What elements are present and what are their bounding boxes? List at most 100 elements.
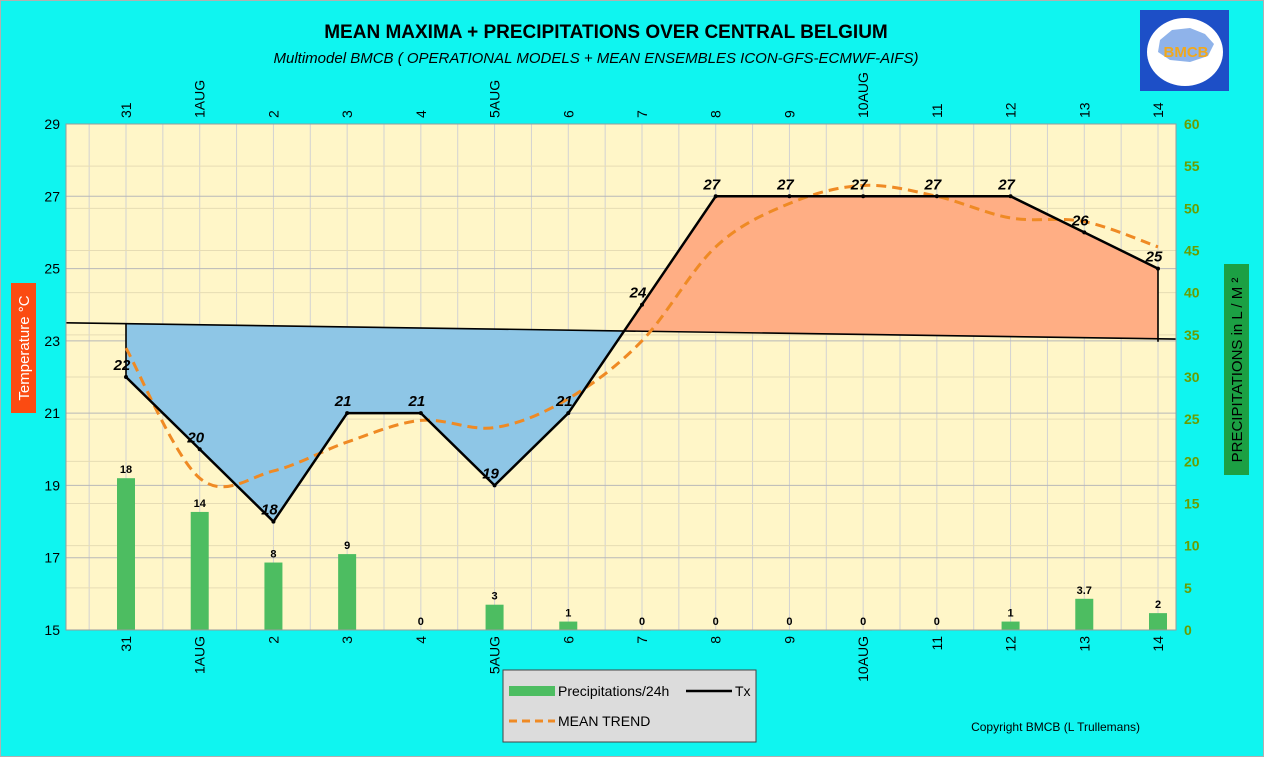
- precipitation-bar: [117, 478, 135, 630]
- tx-value-label: 19: [482, 465, 499, 482]
- logo-text: BMCB: [1164, 44, 1209, 61]
- tx-value-label: 22: [113, 357, 131, 374]
- bottom-category-label: 5AUG: [487, 636, 503, 674]
- top-category-label: 3: [339, 110, 355, 118]
- below-mean-area: [126, 323, 625, 522]
- tx-point: [713, 194, 718, 199]
- right-tick-label: 25: [1184, 411, 1200, 427]
- chart-subtitle: Multimodel BMCB ( OPERATIONAL MODELS + M…: [274, 50, 919, 67]
- right-tick-label: 30: [1184, 369, 1200, 385]
- mean-trend-line: [124, 183, 1159, 489]
- bottom-category-label: 6: [560, 636, 576, 644]
- right-tick-label: 20: [1184, 453, 1200, 469]
- mean-line: [65, 321, 1177, 340]
- bottom-category-label: 10AUG: [855, 636, 871, 682]
- top-category-label: 11: [929, 103, 945, 118]
- precipitation-value-label: 0: [418, 616, 424, 628]
- legend-bars-label: Precipitations/24h: [558, 683, 669, 699]
- bottom-category-label: 13: [1076, 636, 1092, 652]
- top-category-label: 2: [265, 110, 281, 118]
- precipitation-value-label: 3.7: [1077, 585, 1092, 597]
- legend-tx-label: Tx: [735, 683, 751, 699]
- precipitation-value-label: 14: [194, 498, 207, 510]
- precipitation-value-label: 9: [344, 540, 350, 552]
- tx-value-label: 21: [334, 393, 352, 410]
- left-tick-label: 21: [44, 405, 60, 421]
- precipitation-value-label: 2: [1155, 599, 1161, 611]
- right-tick-label: 5: [1184, 580, 1192, 596]
- right-tick-label: 35: [1184, 327, 1200, 343]
- tx-point: [1156, 266, 1160, 271]
- precipitation-value-label: 0: [639, 616, 645, 628]
- belgium-map-icon: [1158, 28, 1214, 62]
- top-category-label: 14: [1150, 102, 1166, 118]
- legend: Precipitations/24h Tx MEAN TREND: [502, 669, 757, 743]
- tx-value-label: 21: [555, 393, 573, 410]
- bottom-category-label: 11: [929, 636, 945, 651]
- top-category-label: 4: [413, 110, 429, 118]
- precipitation-value-label: 0: [934, 616, 940, 628]
- tx-point: [345, 411, 350, 416]
- bottom-category-label: 1AUG: [192, 636, 208, 674]
- legend-trend-label: MEAN TREND: [558, 713, 650, 729]
- tx-value-label: 27: [702, 176, 720, 193]
- top-category-label: 9: [781, 110, 797, 118]
- tx-value-label: 27: [997, 176, 1015, 193]
- bottom-category-label: 31: [118, 636, 134, 652]
- top-category-label: 10AUG: [855, 72, 871, 118]
- chart-title: MEAN MAXIMA + PRECIPITATIONS OVER CENTRA…: [324, 22, 888, 43]
- right-tick-label: 50: [1184, 200, 1200, 216]
- bottom-category-label: 3: [339, 636, 355, 644]
- left-tick-label: 29: [44, 116, 60, 132]
- tx-value-label: 24: [629, 285, 647, 302]
- precipitation-bar: [338, 554, 357, 630]
- precipitation-bar: [1075, 598, 1094, 630]
- plot-frame: [65, 123, 1177, 631]
- tx-point: [124, 375, 128, 379]
- bottom-category-label: 14: [1150, 636, 1166, 652]
- bottom-axis: 31 1AUG 2 3 4 5AUG 6 7 8 9 10AUG 11 12 13 14: [118, 636, 1166, 682]
- right-tick-label: 15: [1184, 496, 1200, 512]
- tx-labels: 22 20 18 21 21 19 21 24 27 27 27 27 27 26 25: [113, 176, 1163, 518]
- tx-value-label: 25: [1145, 249, 1163, 266]
- right-tick-label: 0: [1184, 622, 1192, 638]
- precipitation-labels: 18 14 8 9 0 3 1 0 0 0 0 0 1 3.7 2: [120, 464, 1161, 628]
- left-axis: 15 17 19 21 23 25 27 29: [44, 116, 60, 638]
- bottom-category-label: 8: [708, 636, 724, 644]
- precipitation-value-label: 1: [565, 608, 571, 620]
- bottom-category-label: 2: [265, 636, 281, 644]
- precipitation-value-label: 3: [492, 591, 498, 603]
- precipitation-value-label: 0: [713, 616, 719, 628]
- tx-point: [197, 447, 202, 452]
- left-axis-label-box: [11, 283, 36, 413]
- top-category-label: 6: [560, 110, 576, 118]
- precipitation-value-label: 0: [786, 616, 792, 628]
- above-mean-area: [624, 196, 1158, 339]
- tx-value-label: 27: [850, 176, 868, 193]
- deviation-areas: [126, 196, 1158, 522]
- right-tick-label: 40: [1184, 285, 1200, 301]
- tx-point: [1008, 194, 1013, 199]
- tx-point: [640, 302, 644, 307]
- tx-point: [1082, 230, 1087, 235]
- right-tick-label: 60: [1184, 116, 1200, 132]
- tx-point: [566, 411, 571, 416]
- tx-point: [787, 194, 792, 199]
- tx-value-label: 26: [1071, 212, 1089, 229]
- left-tick-label: 19: [44, 477, 60, 493]
- right-tick-label: 55: [1184, 158, 1200, 174]
- precipitation-value-label: 1: [1008, 608, 1014, 620]
- tx-value-label: 18: [261, 502, 278, 519]
- right-axis-label: PRECIPITATIONS in L / M ²: [1229, 278, 1246, 463]
- top-category-label: 13: [1076, 102, 1092, 118]
- precipitation-value-label: 8: [270, 549, 276, 561]
- precipitation-bar: [485, 604, 504, 630]
- tx-point: [861, 194, 866, 199]
- right-axis-label-box: [1224, 264, 1249, 475]
- tx-point: [492, 483, 497, 488]
- precipitation-bar: [559, 621, 578, 630]
- left-tick-label: 27: [44, 188, 60, 204]
- left-axis-label: Temperature °C: [16, 295, 33, 400]
- top-category-label: 1AUG: [192, 80, 208, 118]
